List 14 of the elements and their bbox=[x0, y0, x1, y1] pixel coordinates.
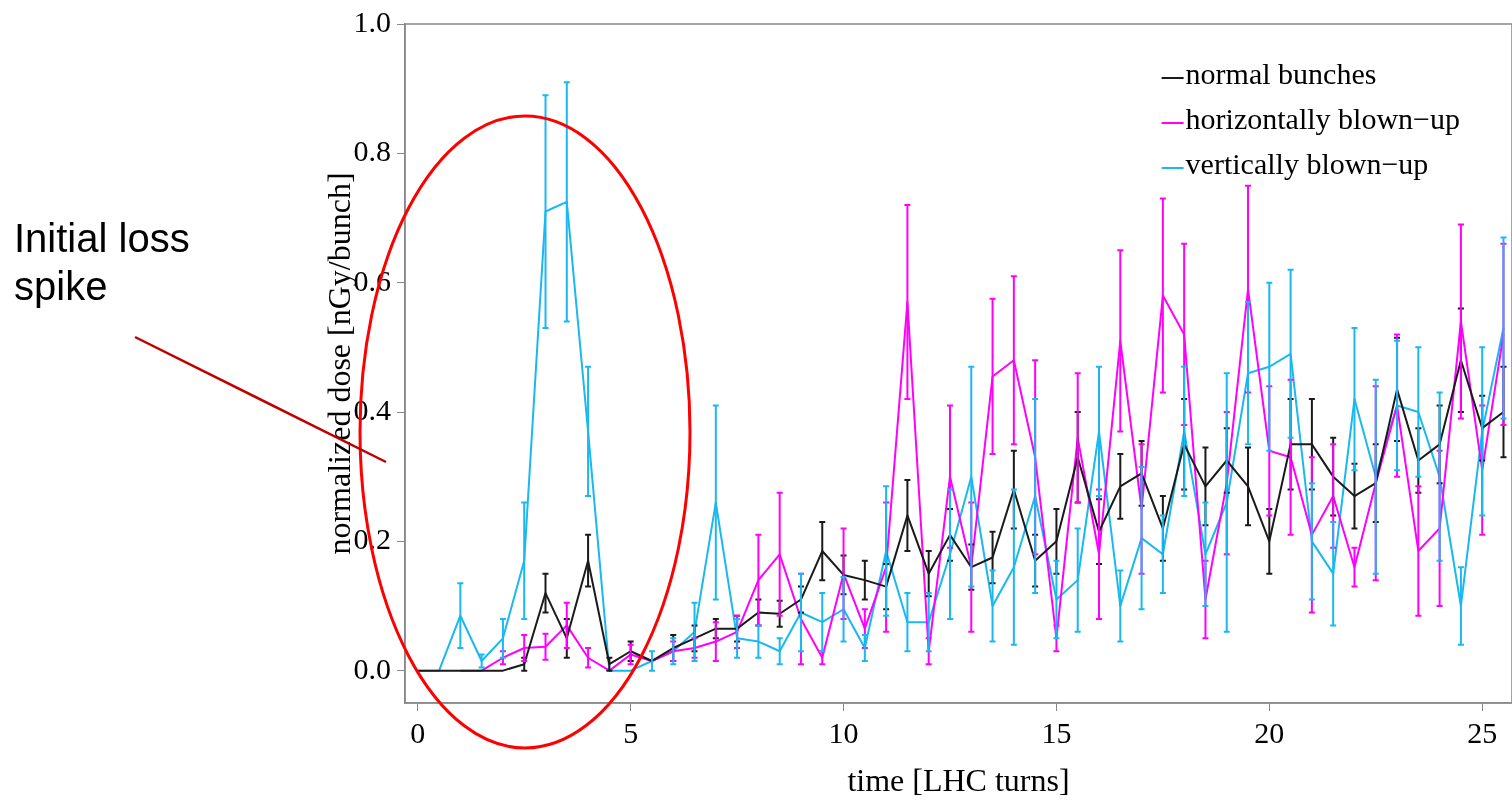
text: Initial loss spike bbox=[14, 215, 191, 310]
legend-label: normal bunches bbox=[1185, 56, 1377, 90]
legend-label: horizontally blown−up bbox=[1185, 101, 1461, 135]
x-tick-label: 10 bbox=[828, 715, 859, 749]
y-tick-label: 0.8 bbox=[353, 134, 391, 168]
y-tick-label: 0.0 bbox=[353, 651, 391, 685]
x-tick-label: 15 bbox=[1041, 715, 1072, 749]
legend-label: vertically blown−up bbox=[1185, 146, 1429, 180]
x-tick-label: 0 bbox=[410, 715, 426, 749]
y-tick-label: 1.0 bbox=[353, 4, 391, 38]
x-tick-label: 25 bbox=[1467, 715, 1498, 749]
x-tick-label: 5 bbox=[623, 715, 639, 749]
x-tick-label: 20 bbox=[1254, 715, 1285, 749]
x-axis-title: time [LHC turns] bbox=[847, 762, 1070, 799]
